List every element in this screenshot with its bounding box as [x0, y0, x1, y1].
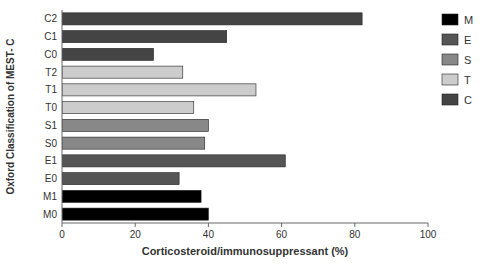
bar — [62, 190, 201, 202]
legend-swatch — [442, 74, 458, 85]
legend-label: T — [464, 74, 471, 86]
x-tick — [208, 223, 209, 227]
x-tick-label: 60 — [276, 229, 288, 240]
bar — [62, 48, 154, 60]
y-tick-label: C1 — [44, 31, 57, 42]
y-tick-label: M1 — [43, 191, 57, 202]
y-tick-label: T1 — [45, 84, 57, 95]
y-tick-label: S0 — [45, 138, 58, 149]
legend-label: M — [464, 14, 473, 26]
y-tick-label: T2 — [45, 67, 57, 78]
bar — [62, 173, 179, 185]
y-tick-label: E0 — [45, 173, 58, 184]
bar — [62, 84, 256, 96]
x-axis-line — [62, 223, 428, 224]
y-tick-label: S1 — [45, 120, 58, 131]
legend: MESTC — [442, 14, 473, 106]
x-tick-label: 20 — [130, 229, 142, 240]
bar — [62, 66, 183, 78]
bars — [62, 13, 362, 220]
chart-container: 0 20 40 60 80 100 M0 M1 E0 E1 S0 S1 T0 T1 T2 C0 C1 C2 Cort… — [0, 0, 500, 265]
legend-label: C — [464, 94, 472, 106]
y-tick-label: C0 — [44, 49, 57, 60]
x-tick-label: 100 — [420, 229, 437, 240]
y-axis-label: Oxford Classification of MEST- C — [5, 38, 16, 194]
y-tick-label: M0 — [43, 209, 57, 220]
y-tick-label: E1 — [45, 155, 58, 166]
bar — [62, 208, 208, 220]
x-tick — [135, 223, 136, 227]
x-tick-label: 0 — [59, 229, 65, 240]
y-tick-label: C2 — [44, 13, 57, 24]
bar — [62, 31, 227, 43]
bar — [62, 102, 194, 114]
x-tick — [62, 223, 63, 227]
x-tick-label: 80 — [349, 229, 361, 240]
x-tick — [428, 223, 429, 227]
legend-label: S — [464, 54, 471, 66]
chart-svg: 0 20 40 60 80 100 M0 M1 E0 E1 S0 S1 T0 T1 T2 C0 C1 C2 Cort… — [0, 0, 500, 265]
bar — [62, 137, 205, 149]
bar — [62, 155, 285, 167]
legend-swatch — [442, 34, 458, 45]
legend-swatch — [442, 94, 458, 105]
y-tick-label: T0 — [45, 102, 57, 113]
legend-label: E — [464, 34, 471, 46]
legend-swatch — [442, 54, 458, 65]
bar — [62, 119, 208, 131]
x-axis-label: Corticosteroid/immunosuppressant (%) — [142, 245, 349, 257]
y-axis-line — [62, 10, 63, 223]
x-tick-label: 40 — [203, 229, 215, 240]
x-tick — [281, 223, 282, 227]
legend-swatch — [442, 14, 458, 25]
x-tick — [354, 223, 355, 227]
bar — [62, 13, 362, 25]
